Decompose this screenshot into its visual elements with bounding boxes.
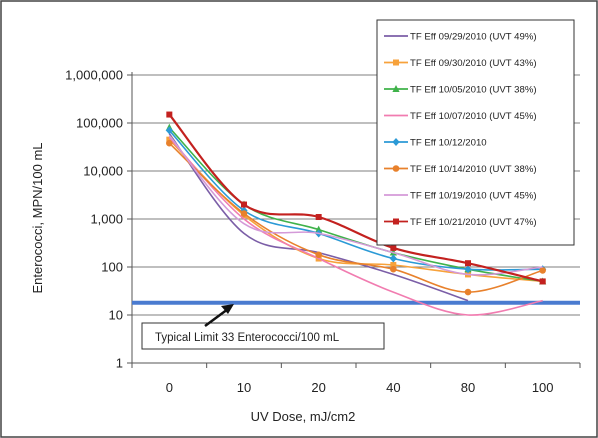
series-4 — [168, 136, 543, 316]
legend-marker-3 — [392, 85, 400, 92]
legend-label-8: TF Eff 10/21/2010 (UVT 47%) — [410, 217, 537, 228]
series-3-point-20 — [315, 225, 323, 233]
legend-entry-3: TF Eff 10/05/2010 (UVT 38%) — [384, 85, 537, 96]
annotation-box — [141, 322, 385, 350]
legend-entry-8: TF Eff 10/21/2010 (UVT 47%) — [384, 217, 537, 228]
series-5-point-0 — [165, 126, 173, 135]
series-2-point-0 — [166, 136, 173, 143]
series-6-point-0 — [166, 139, 173, 147]
annotation-arrow — [204, 307, 229, 328]
series-5 — [165, 126, 547, 274]
legend-entry-7: TF Eff 10/19/2010 (UVT 45%) — [384, 191, 537, 202]
legend-entry-6: TF Eff 10/14/2010 (UVT 38%) — [384, 164, 537, 175]
legend-marker-5 — [392, 138, 400, 146]
annotation-text: Typical Limit 33 Enterococci/100 mL — [155, 332, 340, 344]
legend-label-7: TF Eff 10/19/2010 (UVT 45%) — [410, 191, 537, 202]
series-2-point-40 — [390, 262, 397, 269]
series-8-point-80 — [465, 260, 471, 267]
legend-label-2: TF Eff 09/30/2010 (UVT 43%) — [410, 58, 537, 69]
legend-label-5: TF Eff 10/12/2010 — [410, 138, 487, 149]
legend-marker-8 — [393, 218, 399, 225]
legend-entry-1: TF Eff 09/29/2010 (UVT 49%) — [384, 32, 537, 43]
annotation-arrowhead — [221, 304, 234, 314]
y-axis-label: Enterococci, MPN/100 mL — [30, 142, 45, 293]
x-tick-label-100: 100 — [532, 380, 554, 395]
series-6-point-80 — [464, 288, 472, 296]
series-8-point-20 — [315, 214, 322, 221]
series-6-point-100 — [539, 267, 546, 274]
series-5-point-40 — [389, 254, 397, 263]
x-axis-label: UV Dose, mJ/cm2 — [251, 409, 356, 424]
x-tick-label-20: 20 — [311, 380, 325, 395]
series-6-point-20 — [315, 251, 322, 259]
series-8 — [166, 111, 546, 285]
series-6-point-40 — [390, 265, 397, 273]
series-1-line — [168, 133, 469, 302]
y-tick-label-1,000,000: 1,000,000 — [65, 68, 123, 83]
x-tick-label-40: 40 — [386, 380, 400, 395]
y-tick-label-10,000: 10,000 — [83, 164, 123, 179]
x-tick-label-10: 10 — [237, 380, 251, 395]
y-tick-label-10: 10 — [109, 308, 123, 323]
legend-label-4: TF Eff 10/07/2010 (UVT 45%) — [410, 111, 537, 122]
legend-marker-6 — [392, 165, 400, 172]
series-7 — [168, 134, 543, 276]
y-tick-label-1,000: 1,000 — [90, 212, 123, 227]
legend-entry-2: TF Eff 09/30/2010 (UVT 43%) — [384, 58, 537, 69]
series-8-point-100 — [539, 278, 546, 285]
legend-label-6: TF Eff 10/14/2010 (UVT 38%) — [410, 164, 537, 175]
series-4-line — [168, 136, 543, 316]
x-tick-label-0: 0 — [166, 380, 173, 395]
legend-label-3: TF Eff 10/05/2010 (UVT 38%) — [410, 85, 537, 96]
series-6 — [166, 139, 546, 296]
x-tick-label-80: 80 — [461, 380, 475, 395]
series-7-line — [168, 134, 543, 276]
y-tick-label-100,000: 100,000 — [76, 116, 123, 131]
legend-entry-4: TF Eff 10/07/2010 (UVT 45%) — [384, 111, 537, 122]
legend-box — [376, 19, 575, 246]
series-8-point-40 — [390, 244, 397, 251]
series-6-point-10 — [240, 210, 248, 217]
series-8-point-0 — [166, 111, 173, 118]
y-tick-label-100: 100 — [101, 260, 123, 275]
legend-marker-2 — [393, 59, 399, 66]
legend: TF Eff 09/29/2010 (UVT 49%) TF Eff 09/30/… — [376, 19, 575, 246]
y-tick-label-1: 1 — [116, 356, 123, 371]
series-5-point-80 — [464, 265, 472, 274]
legend-label-1: TF Eff 09/29/2010 (UVT 49%) — [410, 32, 537, 43]
limit-annotation: Typical Limit 33 Enterococci/100 mL — [141, 304, 385, 350]
series-1 — [168, 133, 469, 302]
series-8-point-10 — [241, 201, 247, 208]
legend-entry-5: TF Eff 10/12/2010 — [384, 138, 487, 149]
